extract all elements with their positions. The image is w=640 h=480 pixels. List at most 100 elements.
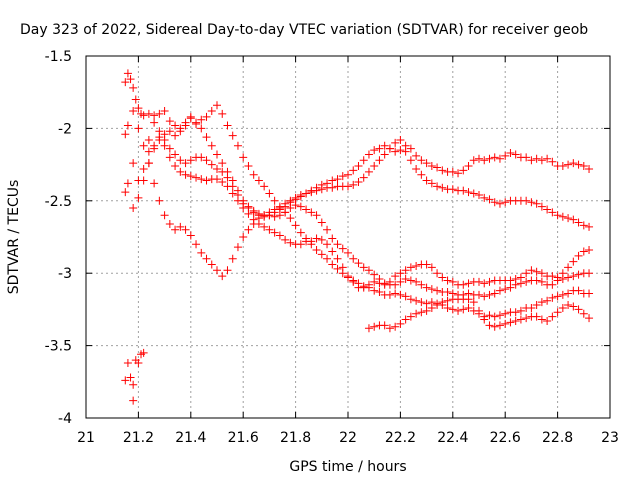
data-point [171, 121, 180, 130]
data-point [364, 150, 373, 159]
data-point [564, 214, 573, 223]
data-point [192, 118, 201, 127]
data-point [438, 183, 447, 192]
x-tick-label: 21.8 [280, 430, 311, 446]
data-point [564, 301, 573, 310]
data-point [443, 288, 452, 297]
data-point [291, 193, 300, 202]
data-point [480, 279, 489, 288]
data-point [475, 191, 483, 200]
data-point [181, 159, 190, 168]
data-point [396, 290, 405, 299]
data-point [553, 308, 562, 317]
x-axis-label: GPS time / hours [289, 459, 406, 475]
data-point [464, 188, 473, 197]
data-point [328, 183, 337, 192]
x-tick-label: 22.4 [437, 430, 468, 446]
data-point [564, 289, 573, 298]
data-point [359, 283, 368, 292]
data-point [218, 272, 227, 281]
data-point [433, 269, 442, 278]
data-point [495, 311, 504, 320]
data-point [249, 206, 258, 215]
data-point [354, 259, 363, 268]
data-point [291, 221, 300, 230]
data-point [548, 280, 557, 289]
data-point [490, 198, 499, 207]
data-point [144, 147, 153, 156]
data-point [391, 147, 400, 156]
data-point [207, 160, 216, 169]
data-point [380, 279, 389, 288]
data-point [129, 107, 138, 116]
series-track-2 [121, 114, 594, 221]
data-point [506, 283, 515, 292]
data-point [213, 150, 221, 159]
data-point [296, 228, 305, 237]
data-point [328, 260, 337, 269]
data-point [244, 162, 253, 171]
data-point [286, 204, 295, 213]
data-point [197, 124, 206, 133]
data-point [328, 247, 337, 256]
data-point [537, 156, 546, 165]
data-point [176, 127, 185, 136]
data-point [412, 164, 421, 173]
data-point [501, 285, 510, 294]
data-point [464, 303, 473, 312]
data-point [464, 162, 473, 171]
data-point [134, 193, 143, 202]
x-tick-label: 22.2 [385, 430, 416, 446]
data-point [312, 186, 321, 195]
data-point [129, 204, 138, 213]
data-point [359, 156, 368, 165]
data-point [233, 141, 242, 150]
data-point [249, 219, 258, 228]
data-point [333, 264, 342, 273]
data-point [197, 175, 206, 184]
data-point [495, 199, 504, 208]
data-point [207, 260, 216, 269]
plot-frame [85, 55, 611, 419]
data-point [537, 202, 546, 211]
data-point [401, 147, 410, 156]
data-point [396, 319, 405, 328]
data-point [433, 286, 442, 295]
data-point [412, 151, 421, 160]
data-point [406, 295, 415, 304]
data-point [260, 211, 269, 220]
data-point [569, 302, 578, 311]
data-point [569, 215, 578, 224]
data-point [401, 266, 410, 275]
data-point [129, 83, 138, 92]
data-point [427, 179, 436, 188]
data-point [171, 225, 180, 234]
data-point [302, 189, 311, 198]
data-point [501, 309, 510, 318]
data-point [511, 316, 520, 325]
data-point [317, 218, 326, 227]
data-point [506, 276, 515, 285]
data-point [333, 240, 342, 249]
data-point [438, 166, 447, 175]
data-point [202, 254, 211, 263]
data-point [370, 277, 379, 286]
data-point [218, 109, 227, 118]
data-point [543, 154, 552, 163]
data-point [548, 293, 557, 302]
data-point [532, 267, 541, 276]
data-point [422, 299, 431, 308]
data-point [165, 117, 174, 126]
data-point [223, 121, 232, 130]
data-point [417, 156, 426, 165]
data-point [406, 144, 415, 153]
data-point [171, 131, 180, 140]
data-point [422, 260, 431, 269]
data-point [364, 266, 373, 275]
data-point [475, 277, 483, 286]
data-point [218, 167, 227, 176]
data-point [585, 246, 594, 255]
data-point [317, 185, 326, 194]
data-point [448, 305, 457, 314]
data-point [364, 324, 373, 333]
